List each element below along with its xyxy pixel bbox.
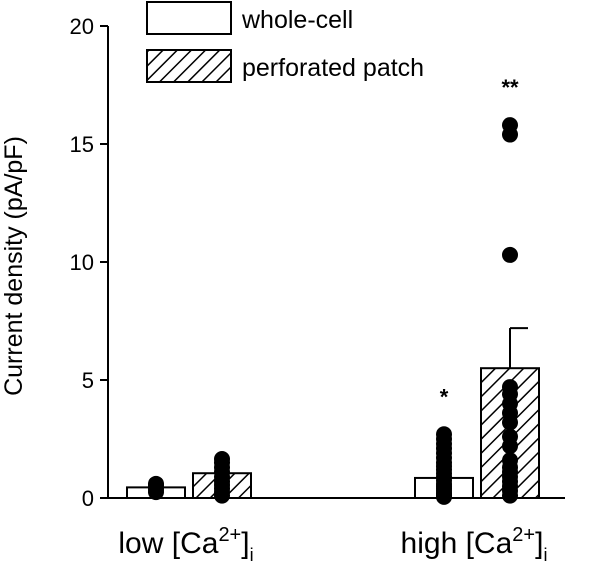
error-bars xyxy=(509,327,528,369)
significance-marker: ** xyxy=(501,75,519,100)
data-point xyxy=(214,451,230,468)
y-axis-label: Current density (pA/pF) xyxy=(0,136,28,396)
y-axis-ticks: 0 5 10 15 20 xyxy=(70,14,108,511)
legend: whole-cell perforated patch xyxy=(146,1,424,83)
y-tick-label: 5 xyxy=(82,368,94,393)
x-category-label: low [Ca2+]i xyxy=(118,524,253,563)
data-points xyxy=(148,117,518,505)
legend-swatch-perforated-patch xyxy=(146,49,232,83)
bars xyxy=(126,367,540,500)
y-tick-label: 15 xyxy=(70,132,94,157)
x-axis-categories: low [Ca2+]i high [Ca2+]i xyxy=(118,524,547,563)
x-category-label: high [Ca2+]i xyxy=(401,524,548,563)
legend-label-whole-cell: whole-cell xyxy=(241,6,353,34)
data-point xyxy=(502,379,518,396)
data-point xyxy=(436,426,452,443)
data-point xyxy=(148,475,164,492)
data-point xyxy=(502,117,518,134)
y-tick-label: 0 xyxy=(82,486,94,511)
y-tick-label: 10 xyxy=(70,250,94,275)
significance-marker: * xyxy=(440,384,449,409)
data-point xyxy=(502,246,518,263)
y-tick-label: 20 xyxy=(70,14,94,39)
data-point xyxy=(502,428,518,445)
legend-swatch-whole-cell xyxy=(146,1,232,35)
significance-markers: *** xyxy=(440,75,519,409)
legend-label-perforated-patch: perforated patch xyxy=(242,54,424,82)
data-point xyxy=(502,452,518,469)
